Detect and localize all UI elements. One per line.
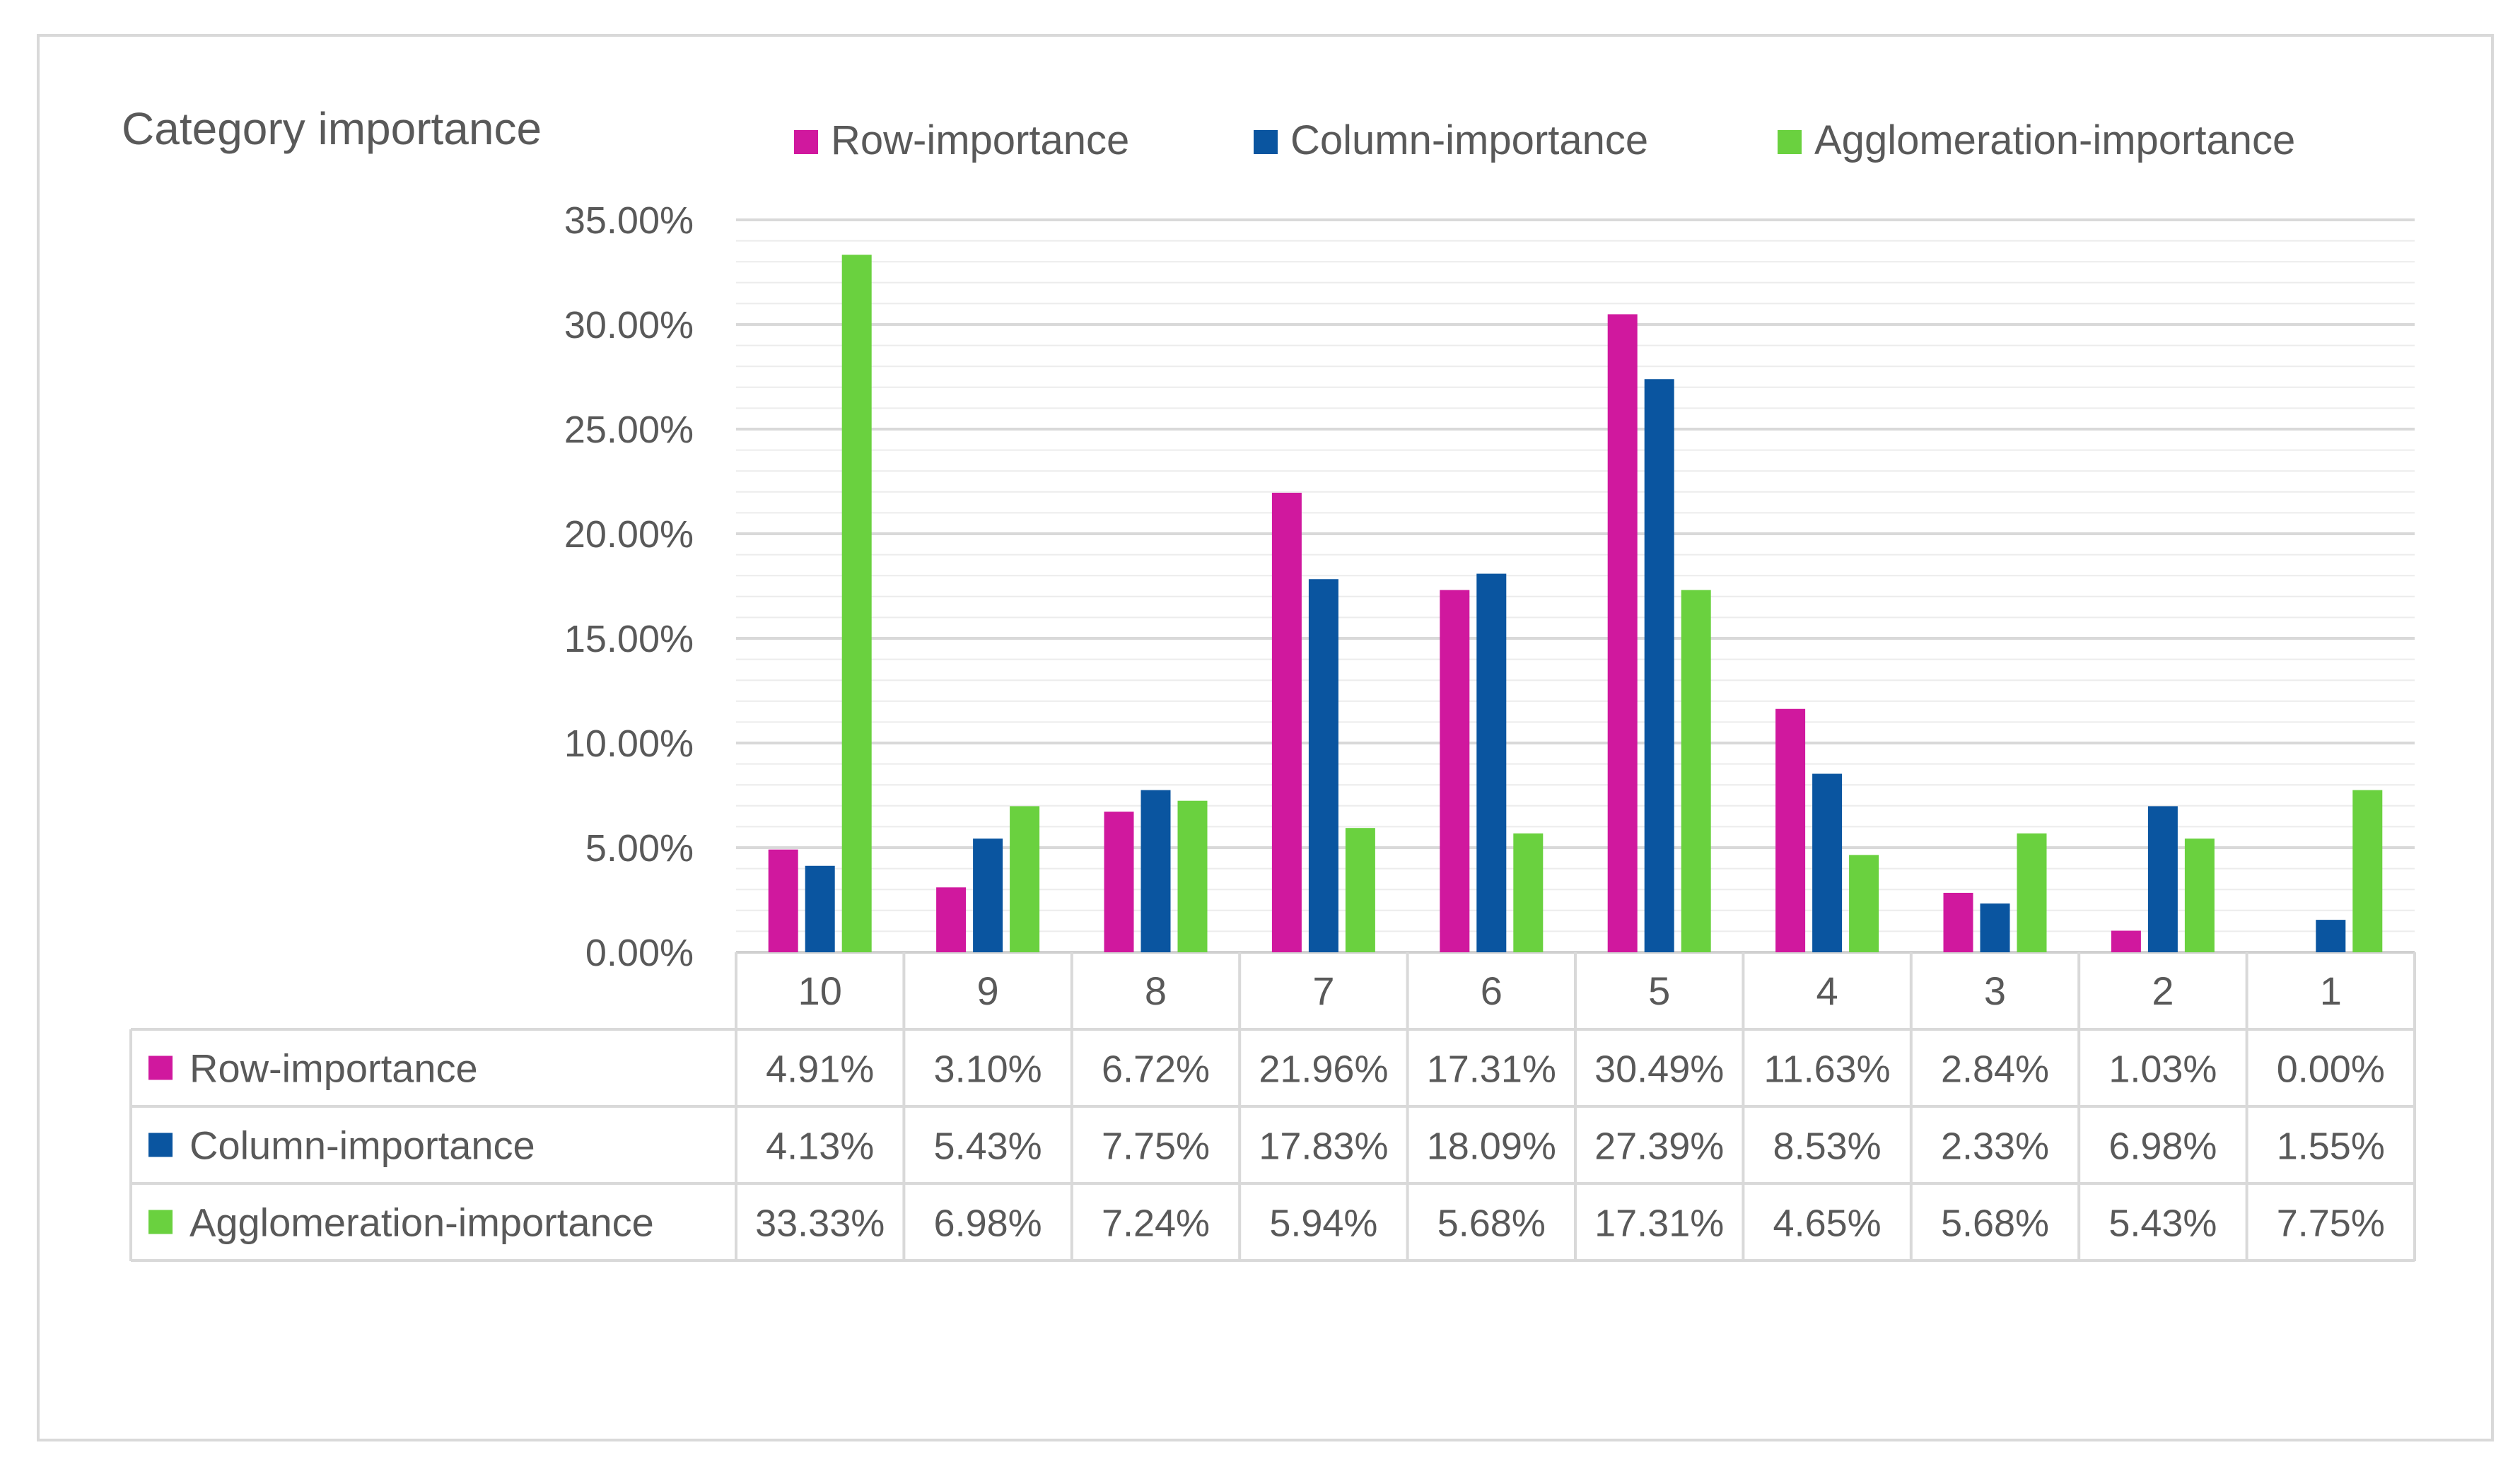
bar-agglomeration-importance-1 [2352, 790, 2383, 952]
data-label-agglomeration-importance-3: 5.68% [1941, 1203, 2049, 1245]
data-label-agglomeration-importance-2: 5.43% [2108, 1203, 2217, 1245]
data-label-column-importance-6: 18.09% [1427, 1125, 1556, 1168]
table-row-label-row-importance: Row-importance [189, 1046, 478, 1091]
bar-row-importance-6 [1440, 590, 1470, 952]
legend-swatch-row-importance [794, 130, 818, 154]
y-tick-label: 10.00% [564, 723, 694, 765]
bars [768, 255, 2383, 953]
data-label-row-importance-5: 30.49% [1594, 1048, 1724, 1091]
data-label-row-importance-8: 6.72% [1102, 1048, 1210, 1091]
y-tick-label: 35.00% [564, 199, 694, 242]
data-label-row-importance-9: 3.10% [934, 1048, 1042, 1091]
bar-column-importance-7 [1308, 579, 1338, 952]
bar-column-importance-3 [1980, 903, 2010, 952]
legend-label-agglomeration-importance: Agglomeration-importance [1814, 117, 2295, 163]
x-category-label: 9 [977, 969, 999, 1013]
data-label-row-importance-6: 17.31% [1427, 1048, 1556, 1091]
data-label-column-importance-7: 17.83% [1259, 1125, 1388, 1168]
y-axis-tick-labels: 0.00% 5.00% 10.00% 15.00% 20.00% 25.00% 30.00%… [564, 199, 694, 974]
legend-swatch-column-importance [1254, 130, 1278, 154]
bar-agglomeration-importance-10 [841, 255, 872, 952]
data-label-row-importance-3: 2.84% [1941, 1048, 2049, 1091]
data-label-agglomeration-importance-8: 7.24% [1102, 1203, 1210, 1245]
bar-agglomeration-importance-4 [1849, 855, 1879, 952]
bar-column-importance-1 [2316, 920, 2346, 952]
data-label-row-importance-10: 4.91% [766, 1048, 874, 1091]
data-label-agglomeration-importance-1: 7.75% [2277, 1203, 2385, 1245]
data-label-row-importance-2: 1.03% [2108, 1048, 2217, 1091]
chart-svg: Category importance Row-importance Column… [122, 103, 2416, 1262]
y-tick-label: 0.00% [585, 932, 694, 974]
data-label-column-importance-10: 4.13% [766, 1125, 874, 1168]
bar-column-importance-9 [973, 838, 1003, 952]
legend-label-column-importance: Column-importance [1290, 117, 1648, 163]
data-label-column-importance-1: 1.55% [2277, 1125, 2385, 1168]
bar-row-importance-8 [1104, 812, 1134, 952]
data-label-agglomeration-importance-6: 5.68% [1437, 1203, 1546, 1245]
y-tick-label: 20.00% [564, 513, 694, 556]
data-label-column-importance-8: 7.75% [1102, 1125, 1210, 1168]
legend-swatch-agglomeration-importance [1778, 130, 1802, 154]
data-label-agglomeration-importance-5: 17.31% [1594, 1203, 1724, 1245]
x-category-label: 10 [798, 969, 842, 1013]
x-category-label: 8 [1145, 969, 1167, 1013]
data-label-agglomeration-importance-9: 6.98% [934, 1203, 1042, 1245]
x-category-label: 6 [1481, 969, 1503, 1013]
bar-row-importance-7 [1271, 492, 1302, 952]
data-label-column-importance-9: 5.43% [934, 1125, 1042, 1168]
bar-agglomeration-importance-2 [2184, 838, 2215, 952]
chart-container: Category importance Row-importance Column… [37, 34, 2494, 1441]
y-tick-label: 15.00% [564, 618, 694, 660]
bar-agglomeration-importance-9 [1010, 806, 1040, 952]
bar-agglomeration-importance-7 [1345, 828, 1375, 952]
bar-agglomeration-importance-6 [1513, 833, 1544, 952]
legend: Row-importance Column-importance Agglomera… [794, 117, 2295, 163]
bar-row-importance-4 [1775, 708, 1806, 952]
bar-column-importance-10 [805, 865, 835, 952]
data-label-agglomeration-importance-7: 5.94% [1269, 1203, 1377, 1245]
bar-agglomeration-importance-5 [1681, 590, 1711, 952]
data-label-column-importance-4: 8.53% [1773, 1125, 1882, 1168]
x-category-label: 7 [1312, 969, 1334, 1013]
bar-row-importance-9 [936, 887, 967, 952]
bar-column-importance-4 [1812, 773, 1843, 952]
table-row-label-agglomeration-importance: Agglomeration-importance [189, 1200, 654, 1245]
bar-column-importance-5 [1644, 379, 1674, 952]
bar-row-importance-3 [1943, 892, 1973, 952]
y-tick-label: 5.00% [585, 827, 694, 870]
minor-gridlines [736, 240, 2415, 932]
data-label-column-importance-3: 2.33% [1941, 1125, 2049, 1168]
data-label-row-importance-7: 21.96% [1259, 1048, 1388, 1091]
bar-column-importance-2 [2147, 806, 2178, 952]
x-category-label: 4 [1816, 969, 1838, 1013]
bar-column-importance-6 [1476, 573, 1507, 952]
data-label-row-importance-4: 11.63% [1764, 1048, 1891, 1091]
x-category-label: 5 [1648, 969, 1670, 1013]
legend-label-row-importance: Row-importance [831, 117, 1129, 163]
data-table: 10 9 8 7 6 5 4 3 2 1 Row-importance 4.91% 3.10% 6.72%… [129, 952, 2416, 1262]
bar-agglomeration-importance-8 [1177, 800, 1208, 952]
bar-row-importance-2 [2111, 930, 2141, 952]
table-row-label-column-importance: Column-importance [189, 1123, 535, 1168]
bar-row-importance-10 [768, 849, 798, 952]
y-tick-label: 25.00% [564, 409, 694, 451]
table-swatch-column-importance [148, 1133, 173, 1157]
x-category-label: 3 [1984, 969, 2006, 1013]
data-label-column-importance-5: 27.39% [1594, 1125, 1724, 1168]
bar-row-importance-5 [1607, 314, 1638, 953]
data-label-agglomeration-importance-4: 4.65% [1773, 1203, 1882, 1245]
data-label-column-importance-2: 6.98% [2108, 1125, 2217, 1168]
table-swatch-agglomeration-importance [148, 1210, 173, 1234]
x-category-label: 1 [2320, 969, 2342, 1013]
bar-agglomeration-importance-3 [2017, 833, 2047, 952]
data-label-agglomeration-importance-10: 33.33% [755, 1203, 885, 1245]
chart-title: Category importance [122, 103, 542, 154]
x-category-label: 2 [2152, 969, 2174, 1013]
bar-column-importance-8 [1141, 790, 1171, 952]
table-swatch-row-importance [148, 1055, 173, 1080]
y-tick-label: 30.00% [564, 304, 694, 346]
data-label-row-importance-1: 0.00% [2277, 1048, 2385, 1091]
